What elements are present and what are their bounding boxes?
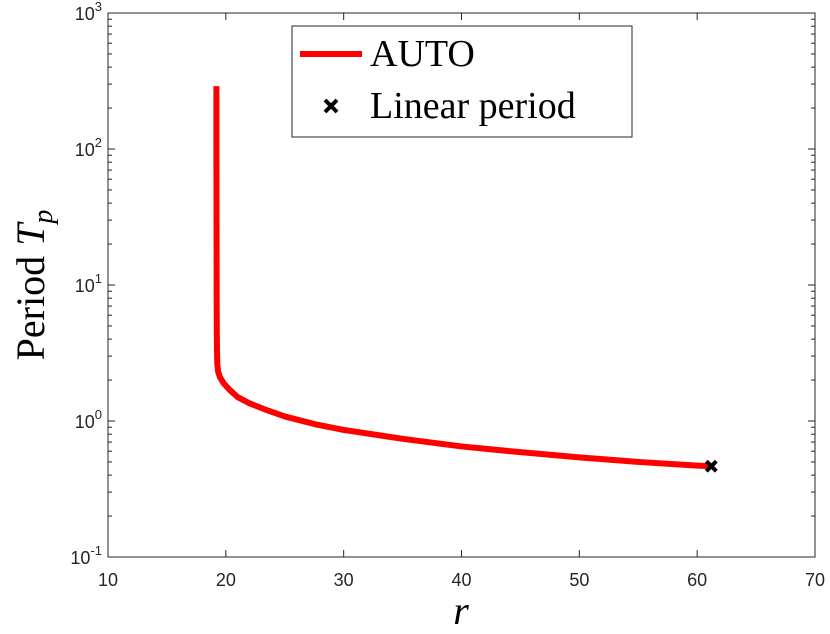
legend-auto-label: AUTO (370, 33, 475, 75)
x-tick-label: 30 (334, 570, 354, 590)
x-axis: 10 20 30 40 50 60 70 (98, 13, 825, 590)
y-tick-label: 10-1 (70, 543, 102, 568)
x-tick-label: 50 (569, 570, 589, 590)
auto-series-line (213, 86, 712, 470)
x-tick-label: 10 (98, 570, 118, 590)
legend-box (291, 25, 633, 138)
y-axis-label-math: T (8, 221, 53, 246)
x-tick-label: 20 (216, 570, 236, 590)
y-tick-label: 103 (75, 0, 102, 24)
linear-period-point (704, 459, 718, 473)
y-axis: 10-1 100 101 102 103 (70, 0, 815, 568)
y-axis-label-sub: p (28, 210, 59, 226)
x-tick-label: 70 (805, 570, 825, 590)
y-axis-label-text: Period (8, 246, 53, 360)
legend-linear-period-marker (323, 98, 339, 114)
y-tick-label: 100 (75, 407, 102, 432)
legend-linear-period-label: Linear period (370, 85, 576, 127)
x-tick-label: 40 (451, 570, 471, 590)
series-layer (213, 86, 718, 473)
y-axis-label: Period Tp (8, 210, 59, 361)
x-axis-label: r (453, 588, 469, 633)
y-tick-label: 102 (75, 135, 102, 160)
legend: AUTO Linear period (291, 25, 633, 138)
x-tick-label: 60 (687, 570, 707, 590)
y-tick-label: 101 (75, 271, 102, 296)
